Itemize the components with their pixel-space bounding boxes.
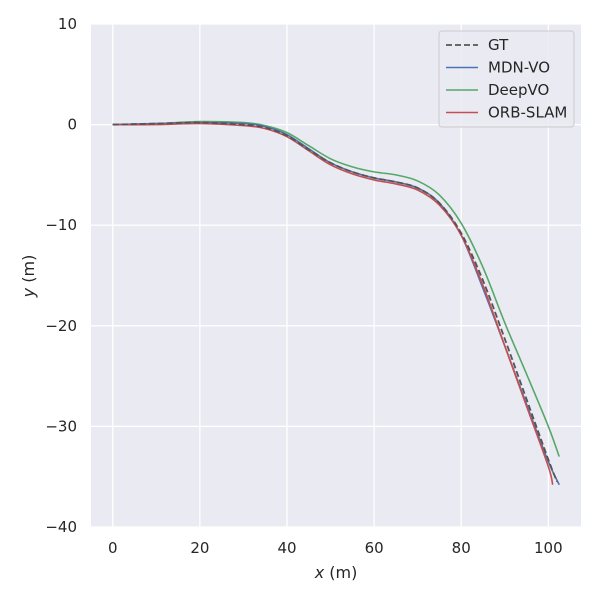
x-tick-label: 100 <box>534 539 563 557</box>
series-layer <box>112 120 560 486</box>
x-tick-label: 20 <box>190 539 209 557</box>
y-tick-label: 0 <box>67 116 77 134</box>
series-line-gt <box>112 121 558 483</box>
legend-box <box>438 30 575 128</box>
x-tick-label: 0 <box>108 539 118 557</box>
x-axis-label: x (m) <box>314 563 358 582</box>
x-tick-label: 40 <box>277 539 296 557</box>
legend-label: GT <box>488 36 509 54</box>
legend-label: MDN-VO <box>488 59 550 77</box>
y-tick-label: −20 <box>45 317 77 335</box>
y-tick-label: −10 <box>45 216 77 234</box>
legend-label: DeepVO <box>488 81 549 99</box>
series-line-deepvo <box>112 120 560 457</box>
legend-label: ORB-SLAM <box>488 104 567 122</box>
y-axis-label-var: y <box>19 287 38 298</box>
x-tick-label: 60 <box>365 539 384 557</box>
y-axis-label-unit: (m) <box>19 255 38 288</box>
x-tick-label: 80 <box>452 539 471 557</box>
series-line-orb-slam <box>112 122 554 485</box>
y-tick-label: −30 <box>45 417 77 435</box>
y-tick-label: −40 <box>45 518 77 536</box>
y-axis-label: y (m) <box>19 255 38 299</box>
x-axis-label-var: x <box>314 563 325 582</box>
y-tick-label: 10 <box>58 15 77 33</box>
legend: GT MDN-VO DeepVO ORB-SLAM <box>438 30 575 128</box>
x-axis-label-unit: (m) <box>324 563 357 582</box>
